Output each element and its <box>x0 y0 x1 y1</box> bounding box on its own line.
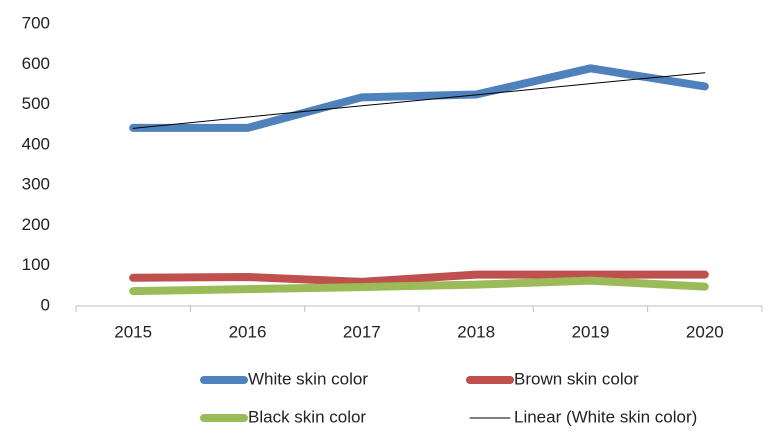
series-line <box>129 64 709 132</box>
series-line <box>129 270 709 286</box>
y-tick-label: 0 <box>41 295 50 314</box>
x-tick-label: 2016 <box>229 322 267 341</box>
y-tick-label: 300 <box>22 175 50 194</box>
y-tick-label: 200 <box>22 215 50 234</box>
y-tick-label: 500 <box>22 94 50 113</box>
y-tick-label: 700 <box>22 13 50 32</box>
series-line <box>132 72 706 129</box>
series-line <box>129 276 709 296</box>
x-tick-label: 2020 <box>686 322 724 341</box>
x-tick-label: 2017 <box>343 322 381 341</box>
y-tick-label: 600 <box>22 54 50 73</box>
y-tick-label: 100 <box>22 255 50 274</box>
legend-label: Brown skin color <box>514 369 639 388</box>
x-tick-label: 2018 <box>457 322 495 341</box>
legend-label: Linear (White skin color) <box>514 407 697 426</box>
legend-label: White skin color <box>248 369 368 388</box>
x-tick-label: 2019 <box>572 322 610 341</box>
y-tick-label: 400 <box>22 134 50 153</box>
x-tick-label: 2015 <box>114 322 152 341</box>
legend-label: Black skin color <box>248 407 366 426</box>
